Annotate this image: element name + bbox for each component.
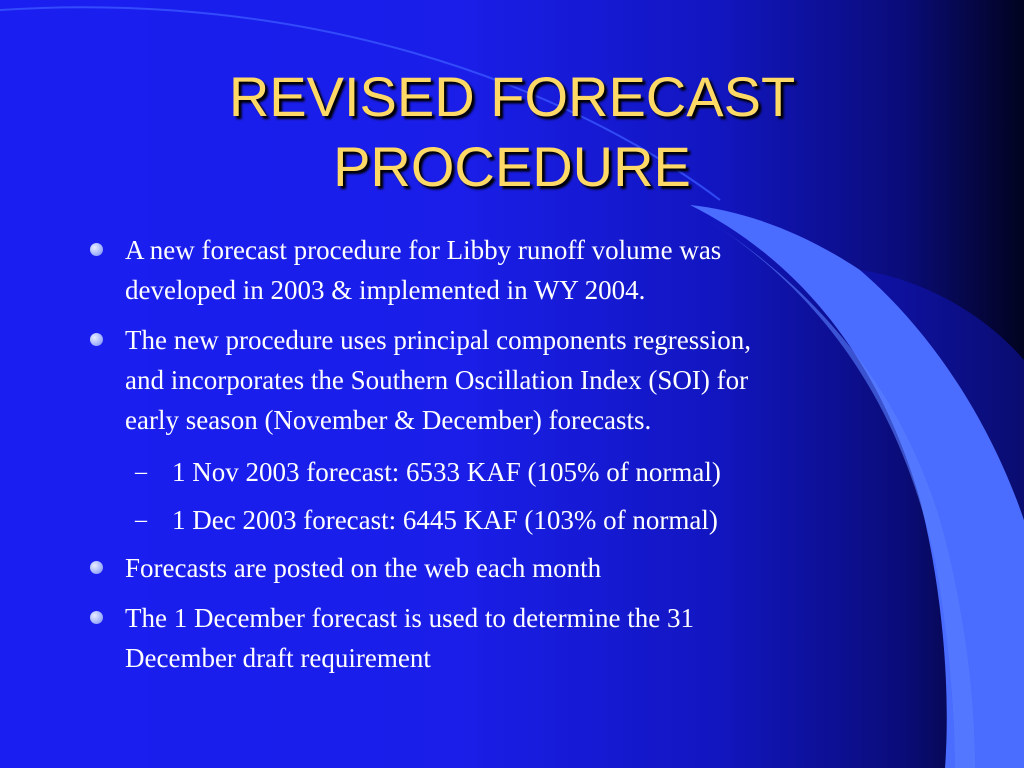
- bullet-2-line-1: The new procedure uses principal compone…: [125, 325, 752, 355]
- sub-bullet-dash-icon: –: [135, 459, 147, 485]
- bullet-4-line-2: December draft requirement: [125, 643, 431, 673]
- bullet-1-line-2: developed in 2003 & implemented in WY 20…: [125, 275, 646, 305]
- sub-bullet-dash-icon: –: [135, 507, 147, 533]
- bullet-2-line-3: early season (November & December) forec…: [125, 405, 652, 435]
- sub-bullet-1: 1 Nov 2003 forecast: 6533 KAF (105% of n…: [172, 457, 721, 487]
- bullet-dot-icon: [90, 333, 103, 346]
- title-line-1: REVISED FORECAST: [228, 65, 796, 128]
- bullet-2: The new procedure uses principal compone…: [125, 320, 925, 440]
- bullet-1: A new forecast procedure for Libby runof…: [125, 230, 925, 310]
- bullet-2-line-2: and incorporates the Southern Oscillatio…: [125, 365, 749, 395]
- bullet-4: The 1 December forecast is used to deter…: [125, 598, 925, 678]
- bullet-1-line-1: A new forecast procedure for Libby runof…: [125, 235, 722, 265]
- bullet-3: Forecasts are posted on the web each mon…: [125, 548, 925, 588]
- bullet-dot-icon: [90, 561, 103, 574]
- bullet-3-line-1: Forecasts are posted on the web each mon…: [125, 553, 602, 583]
- sub-bullet-2: 1 Dec 2003 forecast: 6445 KAF (103% of n…: [172, 505, 718, 535]
- slide-title: REVISED FORECAST PROCEDURE: [0, 62, 1024, 202]
- bullet-dot-icon: [90, 611, 103, 624]
- bullet-dot-icon: [90, 243, 103, 256]
- bullet-4-line-1: The 1 December forecast is used to deter…: [125, 603, 695, 633]
- title-line-2: PROCEDURE: [333, 135, 691, 198]
